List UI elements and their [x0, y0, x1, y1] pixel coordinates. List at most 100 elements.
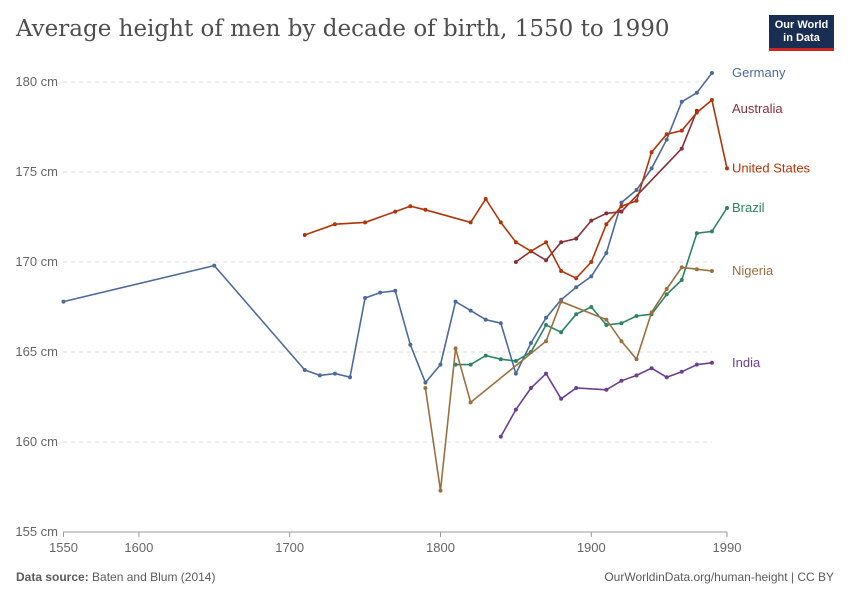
- series-line-germany: [63, 72, 713, 385]
- data-point: [619, 339, 624, 344]
- data-point: [498, 220, 503, 225]
- data-point: [559, 269, 564, 273]
- data-point: [468, 220, 473, 225]
- data-point: [679, 99, 684, 104]
- legend-label: India: [732, 355, 761, 370]
- data-point: [559, 330, 564, 335]
- data-point: [649, 150, 654, 155]
- data-point: [664, 375, 669, 380]
- data-point: [634, 373, 639, 378]
- data-point: [649, 366, 654, 371]
- legend-label: Australia: [732, 101, 783, 116]
- series-line-united-states: [304, 98, 728, 280]
- data-point: [679, 146, 684, 151]
- data-point: [544, 323, 549, 327]
- series-line-brazil: [455, 207, 728, 366]
- data-point: [694, 90, 699, 95]
- data-point: [212, 263, 217, 268]
- data-point: [709, 229, 714, 234]
- data-source: Data source: Baten and Blum (2014): [16, 570, 215, 584]
- data-point: [544, 240, 549, 245]
- data-point: [649, 166, 654, 171]
- data-point: [664, 137, 669, 142]
- data-point: [574, 312, 579, 317]
- data-point: [634, 314, 639, 318]
- y-tick-label: 180 cm: [15, 74, 58, 89]
- data-point: [709, 360, 714, 365]
- data-point: [664, 132, 669, 137]
- data-point: [589, 218, 594, 223]
- data-point: [559, 396, 564, 401]
- data-point: [423, 386, 428, 390]
- credit-link[interactable]: OurWorldinData.org/human-height | CC BY: [604, 570, 834, 584]
- data-point: [468, 400, 473, 405]
- data-point: [589, 305, 594, 309]
- data-point: [438, 362, 443, 367]
- x-tick-label: 1900: [577, 540, 606, 555]
- data-point: [544, 339, 549, 344]
- data-point: [634, 188, 639, 192]
- data-point: [604, 251, 609, 255]
- x-tick-label: 1600: [124, 540, 153, 555]
- data-point: [302, 233, 307, 237]
- data-point: [604, 317, 609, 322]
- data-point: [664, 292, 669, 297]
- chart-title: Average height of men by decade of birth…: [16, 16, 670, 42]
- data-point: [378, 290, 383, 295]
- y-tick-label: 170 cm: [15, 254, 58, 269]
- data-point: [694, 231, 699, 236]
- owid-logo[interactable]: Our World in Data: [769, 15, 834, 51]
- data-point: [302, 368, 307, 372]
- series-line-india: [500, 362, 713, 437]
- data-point: [438, 488, 443, 493]
- legend-label: Germany: [732, 65, 786, 80]
- data-point: [649, 310, 654, 315]
- data-point: [498, 321, 503, 326]
- data-point: [619, 200, 624, 205]
- data-point: [604, 222, 609, 227]
- y-tick-label: 175 cm: [15, 164, 58, 179]
- data-point: [679, 278, 684, 282]
- y-tick-label: 165 cm: [15, 344, 58, 359]
- data-point: [408, 204, 413, 209]
- series-line-australia: [515, 110, 698, 263]
- data-point: [317, 373, 322, 378]
- source-label: Data source:: [16, 570, 89, 584]
- data-point: [348, 375, 353, 380]
- legend-label: Nigeria: [732, 263, 774, 278]
- data-point: [709, 98, 714, 102]
- data-point: [393, 288, 398, 293]
- data-point: [619, 378, 624, 383]
- data-point: [513, 240, 518, 245]
- x-tick-label: 1800: [426, 540, 455, 555]
- data-point: [498, 434, 503, 439]
- data-point: [725, 206, 729, 210]
- data-point: [544, 371, 549, 376]
- data-point: [423, 380, 428, 385]
- data-point: [528, 341, 533, 345]
- y-tick-label: 160 cm: [15, 434, 58, 449]
- data-point: [528, 249, 533, 254]
- data-point: [513, 371, 518, 376]
- data-point: [619, 204, 624, 209]
- data-point: [544, 258, 549, 263]
- x-tick-label: 1990: [713, 540, 742, 555]
- data-point: [453, 346, 458, 351]
- data-point: [61, 299, 66, 304]
- data-point: [332, 222, 337, 227]
- data-point: [694, 362, 699, 367]
- data-point: [604, 323, 609, 327]
- data-point: [483, 317, 488, 322]
- data-point: [559, 240, 564, 245]
- data-point: [679, 265, 684, 270]
- data-point: [498, 357, 503, 362]
- legend-label: Brazil: [732, 200, 765, 215]
- data-point: [709, 71, 714, 75]
- data-point: [453, 299, 458, 304]
- data-point: [408, 342, 413, 347]
- x-tick-label: 1550: [49, 540, 78, 555]
- y-tick-label: 155 cm: [15, 524, 58, 539]
- data-point: [725, 166, 729, 171]
